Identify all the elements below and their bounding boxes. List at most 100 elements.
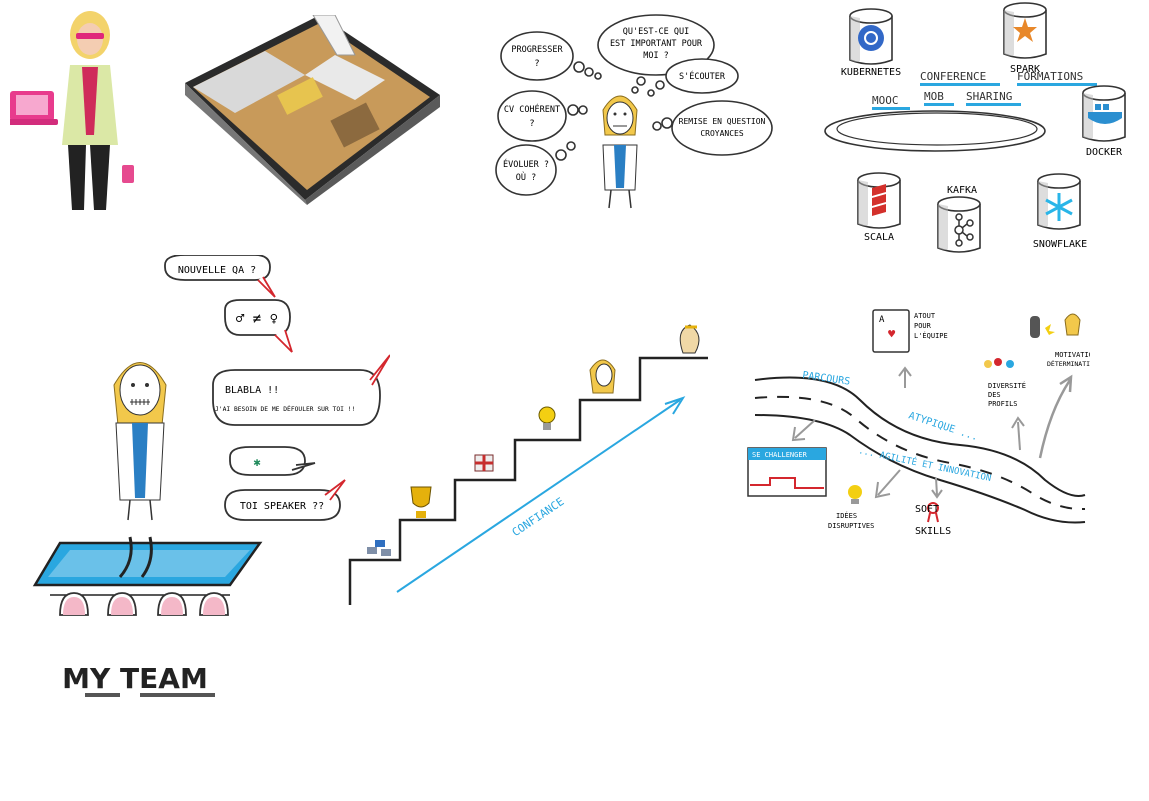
scala-cylinder (857, 172, 901, 229)
road-diversite-1: DIVERSITÉ (988, 381, 1026, 390)
speech-gender: ♂ ≠ ♀ (236, 311, 278, 327)
snowflake-cylinder (1037, 173, 1081, 230)
road-centerline (754, 395, 1086, 511)
speech-blabla-1: BLABLA !! (225, 385, 279, 396)
docker-icon (1088, 112, 1122, 124)
road-diversite-3: PROFILS (988, 400, 1018, 408)
road-edge-top (754, 376, 1086, 497)
road-atypique: ATYPIQUE ... (907, 410, 979, 443)
road-parcours: PARCOURS (802, 370, 851, 388)
thought-remise-2: CROYANCES (700, 129, 744, 138)
snowflake-label: SNOWFLAKE (1033, 239, 1087, 250)
lightbulb-icon (538, 406, 556, 430)
bubble-cv (497, 90, 567, 142)
thought-ecouter: S'ÉCOUTER (679, 70, 726, 82)
thought-evoluer-2: OÙ ? (516, 171, 536, 183)
docker-label: DOCKER (1086, 147, 1123, 158)
speech-qa: NOUVELLE QA ? (178, 265, 256, 276)
thought-important-2: EST IMPORTANT POUR (610, 39, 703, 49)
diverse-people-icon (984, 358, 1014, 368)
docker-cylinder (1082, 85, 1126, 142)
mob-label: MOB (924, 90, 944, 103)
ace-card-icon: A ♥ (872, 309, 910, 353)
worried-person-figure (602, 95, 638, 209)
bubble-bluetooth (229, 446, 306, 476)
sharing-label: SHARING (966, 90, 1012, 103)
arrow-idees (874, 469, 901, 499)
bubble-qa (164, 255, 271, 281)
punching-bag-icon (1030, 313, 1081, 338)
road-atout-2: POUR (914, 322, 932, 330)
tech-panel: KUBERNETES SPARK CONFERENCE FORMATIONS M… (824, 2, 1126, 253)
road-motivation-1: MOTIVATION (1055, 351, 1090, 359)
bubble-blabla (212, 369, 381, 426)
road-agilite: ... AGILITÉ ET INNOVATION (857, 444, 992, 484)
road-idees-1: IDÉES (836, 511, 857, 520)
spark-cylinder (1003, 2, 1047, 59)
stairs-panel: CONFIANCE (348, 324, 708, 605)
doll-illustration (10, 11, 134, 210)
snowflake-icon (1045, 193, 1073, 221)
team-members (59, 592, 229, 616)
thought-cv-2: ? (529, 119, 534, 129)
road-motivation-2: DÉTERMINATION (1047, 359, 1090, 368)
thought-evoluer-1: ÉVOLUER ? (503, 158, 549, 170)
gift-icon (474, 454, 494, 472)
thoughts-panel: PROGRESSER ? QU'EST-CE QUI EST IMPORTANT… (495, 14, 773, 209)
bubble-remise (671, 100, 773, 156)
confiance-arrow (396, 399, 681, 593)
arrow-up-diversite (1011, 416, 1025, 451)
road-challenger: SE CHALLENGER (752, 451, 808, 459)
formations-label: FORMATIONS (1017, 70, 1083, 83)
bubble-speaker (224, 489, 341, 521)
conference-label: CONFERENCE (920, 70, 986, 83)
road-soft-2: SKILLS (915, 526, 951, 537)
kafka-label: KAFKA (947, 185, 977, 196)
thought-cv-1: CV COHÉRENT (504, 103, 560, 115)
speech-blabla-2: J'AI BESOIN DE ME DÉFOULER SUR TOI !! (215, 404, 355, 413)
svg-text:A: A (879, 315, 885, 325)
sharing-ring (824, 110, 1046, 152)
thought-remise-1: REMISE EN QUESTION (679, 117, 766, 126)
staircase (348, 356, 708, 605)
road-panel: PARCOURS ATYPIQUE ... ... AGILITÉ ET INN… (747, 309, 1090, 537)
road-diversite-2: DES (988, 391, 1001, 399)
road-soft-1: SOFT (915, 504, 939, 515)
arrow-challenger (791, 419, 816, 442)
spark-label: SPARK (1010, 64, 1040, 75)
thought-important-3: MOI ? (643, 51, 669, 61)
spark-icon (1013, 18, 1037, 42)
bubble-important (597, 14, 715, 76)
flexed-arm-icon (679, 324, 700, 354)
scala-label: SCALA (864, 232, 894, 243)
challenger-sign (747, 447, 827, 497)
bubble-gender (224, 299, 291, 336)
arrow-up-motivation (1038, 374, 1073, 459)
bubble-ecouter (665, 58, 739, 94)
team-panel: NOUVELLE QA ? ♂ ≠ ♀ BLABLA !! J'AI BESOI… (32, 255, 390, 697)
ribbon-icon (927, 502, 939, 523)
svg-text:♥: ♥ (888, 327, 896, 341)
step-icon-bricks (367, 547, 377, 554)
mooc-label: MOOC (872, 94, 899, 107)
stressed-person-figure (113, 362, 167, 521)
confiance-label: CONFIANCE (510, 495, 567, 539)
kafka-cylinder (937, 196, 981, 253)
focused-person-icon (589, 359, 616, 394)
bluetooth-icon: ✱ (253, 455, 260, 469)
idea-bulb-icon (848, 485, 862, 504)
arrow-up-atout (898, 366, 912, 388)
kubernetes-cylinder (849, 8, 893, 65)
road-atout-1: ATOUT (914, 312, 936, 320)
scala-icon (872, 184, 886, 216)
thought-progresser: PROGRESSER (511, 45, 563, 55)
thought-progresser-q: ? (534, 59, 539, 69)
trophy-icon (410, 486, 432, 518)
bubble-evoluer (495, 144, 557, 196)
road-idees-2: DISRUPTIVES (828, 522, 874, 530)
kubernetes-label: KUBERNETES (841, 67, 901, 78)
thought-important-1: QU'EST-CE QUI (623, 27, 690, 37)
floor-plan-3d (185, 15, 440, 205)
arrow-soft (931, 477, 943, 499)
road-atout-3: L'ÉQUIPE (914, 331, 948, 340)
